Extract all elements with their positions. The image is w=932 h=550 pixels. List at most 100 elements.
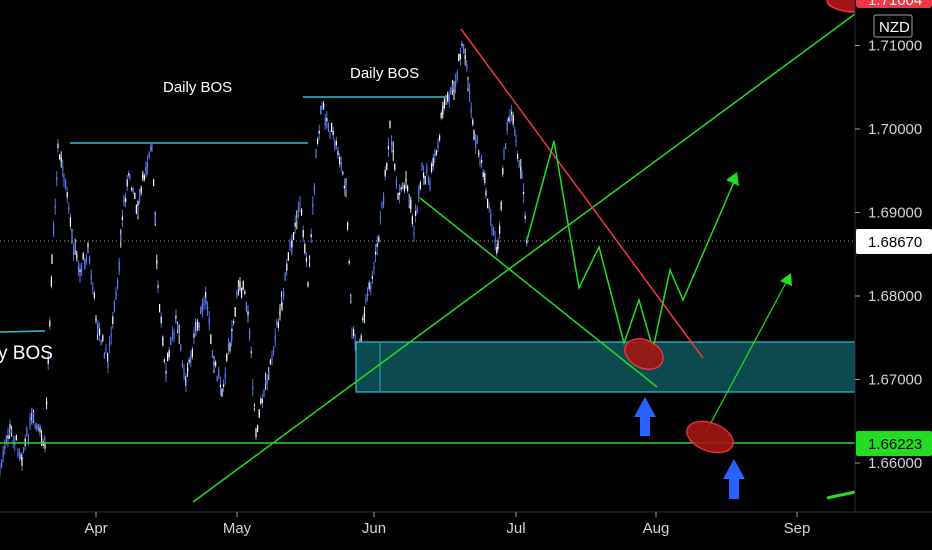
candle-body — [494, 239, 496, 243]
demand-zone — [355, 341, 856, 393]
candle-body — [334, 140, 336, 149]
candle-body — [329, 132, 331, 137]
candle-body — [29, 417, 31, 427]
candle-body — [376, 243, 378, 247]
candle-body — [123, 195, 125, 202]
candle-body — [147, 163, 149, 167]
candle-body — [481, 159, 483, 163]
candle-body — [69, 217, 71, 227]
candle-body — [271, 356, 273, 360]
candle-body — [223, 384, 225, 387]
x-tick-label: Aug — [643, 520, 670, 537]
candle-body — [276, 321, 278, 326]
candle-body — [19, 451, 21, 458]
candle-body — [291, 240, 293, 248]
candle-body — [410, 200, 412, 210]
candle-body — [375, 251, 377, 255]
candle-body — [175, 315, 177, 318]
candle-body — [360, 335, 362, 342]
candle-body — [318, 130, 320, 134]
candle-body — [41, 435, 43, 441]
price-tag-current-label: 1.68670 — [868, 234, 922, 251]
candle-body — [353, 328, 355, 337]
candle-body — [523, 192, 525, 195]
candle-body — [109, 342, 111, 347]
candle-body — [82, 253, 84, 259]
candle-body — [213, 358, 215, 362]
candle-body — [208, 318, 210, 324]
candle-body — [231, 329, 233, 332]
candle-body — [284, 271, 286, 281]
candle-body — [258, 409, 260, 418]
price-tag-current-bg — [856, 229, 932, 254]
candle-body — [185, 380, 187, 385]
candle-body — [503, 149, 505, 158]
candle-body — [505, 143, 507, 150]
price-tag-red-label: 1.71004 — [868, 0, 922, 9]
candle-body — [402, 184, 404, 187]
candle-body — [245, 302, 247, 312]
currency-label: NZD — [879, 19, 910, 36]
candle-body — [191, 348, 193, 358]
candle-body — [59, 154, 61, 160]
candle-body — [500, 201, 502, 210]
candle-body — [350, 296, 352, 301]
candle-body — [250, 351, 252, 354]
candle-body — [162, 336, 164, 346]
price-tag-support-bg — [856, 431, 932, 456]
candle-body — [518, 159, 520, 168]
candle-body — [11, 429, 13, 433]
candle-body — [524, 215, 526, 219]
candle-body — [301, 210, 303, 215]
candle-body — [307, 282, 309, 287]
candle-body — [371, 275, 373, 279]
candle-body — [37, 424, 39, 432]
currency-tag: NZD — [873, 14, 913, 38]
candle-body — [121, 216, 123, 221]
candle-body — [90, 273, 92, 280]
candle-body — [506, 121, 508, 132]
falling-trendline — [419, 197, 658, 388]
candle-body — [171, 332, 173, 336]
candle-body — [255, 428, 257, 437]
candle-body — [490, 213, 492, 222]
candle-body — [241, 288, 243, 298]
candle-body — [5, 435, 7, 445]
candle-body — [92, 287, 94, 290]
candle-body — [17, 450, 19, 456]
bos-label-june: Daily BOS — [350, 65, 419, 82]
projected-path-arrowhead — [726, 172, 739, 186]
candle-body — [216, 375, 218, 382]
candle-body — [475, 140, 477, 148]
time-axis — [0, 512, 932, 550]
candle-body — [381, 202, 383, 208]
candle-body — [456, 71, 458, 80]
candle-body — [283, 291, 285, 298]
candle-body — [210, 334, 212, 345]
price-tag-current: 1.68670 — [856, 229, 932, 254]
candle-body — [312, 203, 314, 208]
candle-body — [93, 292, 95, 299]
y-tick-label: 1.66000 — [868, 455, 922, 472]
candle-body — [120, 234, 122, 243]
candle-body — [399, 192, 401, 196]
candle-body — [327, 122, 329, 133]
candle-body — [26, 427, 28, 435]
candle-body — [154, 214, 156, 224]
candle-body — [331, 122, 333, 133]
candle-body — [482, 172, 484, 177]
candle-body — [84, 259, 86, 269]
candle-body — [221, 388, 223, 397]
candle-body — [515, 138, 517, 143]
candle-body — [491, 228, 493, 231]
candle-body — [137, 206, 139, 217]
candle-body — [9, 423, 11, 429]
candle-body — [299, 202, 301, 206]
candle-body — [68, 206, 70, 211]
candle-body — [219, 384, 221, 388]
candle-body — [362, 317, 364, 321]
candle-body — [464, 55, 466, 60]
candle-body — [408, 196, 410, 206]
candle-body — [499, 225, 501, 235]
candle-body — [411, 216, 413, 225]
